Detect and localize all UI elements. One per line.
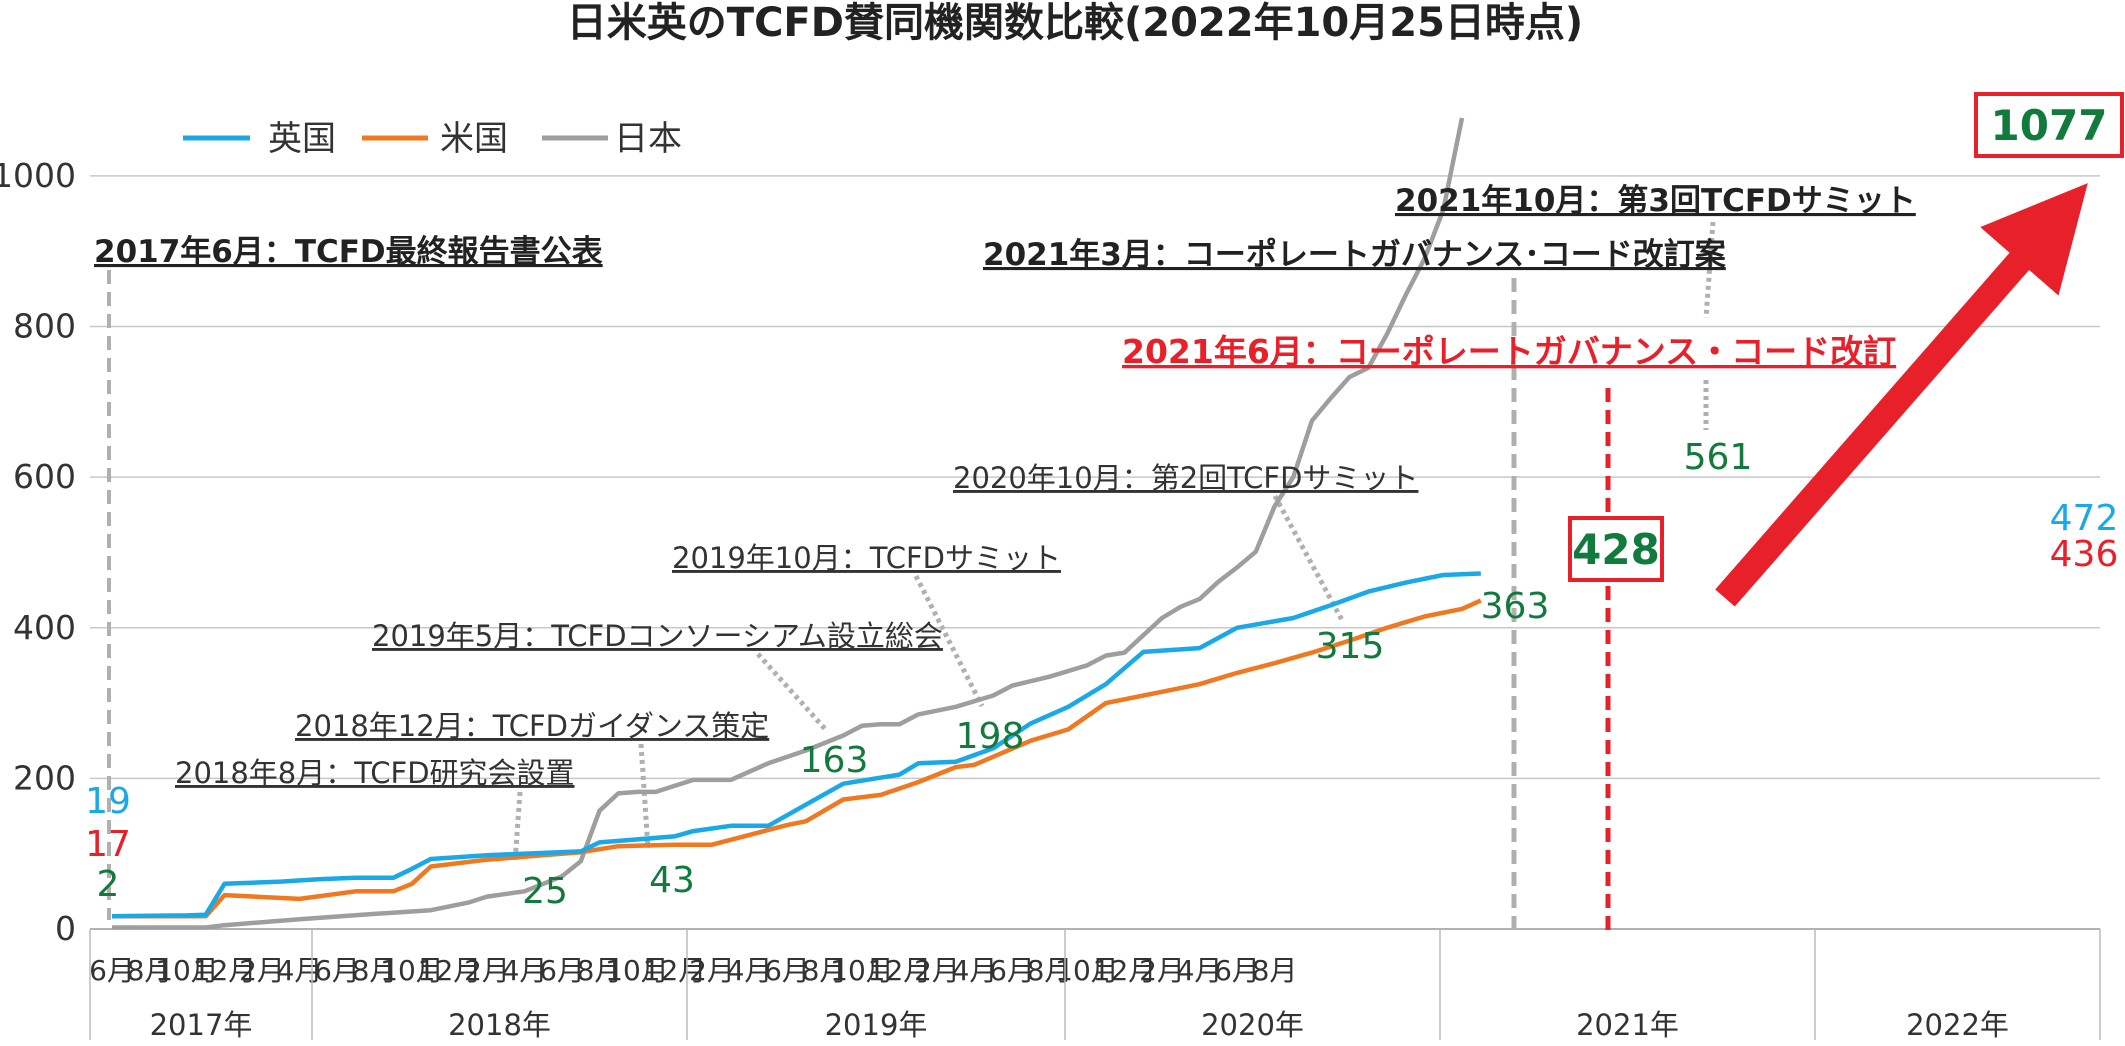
callout-1077: 1077 bbox=[1991, 101, 2108, 150]
y-tick-label: 200 bbox=[13, 758, 76, 797]
data-label: 43 bbox=[649, 860, 695, 901]
chart-title: 日米英のTCFD賛同機関数比較(2022年10月25日時点) bbox=[567, 0, 1583, 46]
callout-box-428 bbox=[1568, 516, 1664, 582]
x-tick-label: 6月 bbox=[764, 954, 810, 987]
x-tick-label: 12月 bbox=[418, 954, 482, 987]
gridlines bbox=[90, 175, 2100, 930]
annotation-leader-line bbox=[756, 652, 828, 732]
x-tick-label: 4月 bbox=[952, 954, 998, 987]
annotation-2017-6: 2017年6月：TCFD最終報告書公表 bbox=[94, 234, 603, 270]
x-tick-label: 2月 bbox=[239, 954, 285, 987]
annotation-leader-line bbox=[913, 574, 985, 708]
x-tick-label: 4月 bbox=[727, 954, 773, 987]
annotation-2019-10: 2019年10月：TCFDサミット bbox=[672, 541, 1061, 575]
x-tick-label: 2月 bbox=[1139, 954, 1185, 987]
annotation-leader-line bbox=[638, 743, 651, 849]
y-tick-label: 600 bbox=[13, 457, 76, 496]
x-tick-label: 8月 bbox=[127, 954, 173, 987]
x-tick-label: 8月 bbox=[1252, 954, 1298, 987]
x-axis: 6月8月10月12月2月4月6月8月10月12月2月4月6月8月10月12月2月… bbox=[89, 929, 2101, 1042]
annotation-leader-lines bbox=[107, 221, 1716, 935]
data-label: 436 bbox=[2050, 534, 2119, 575]
data-label: 198 bbox=[956, 716, 1025, 757]
callout-box-1077 bbox=[1974, 92, 2124, 158]
data-label: 315 bbox=[1316, 626, 1385, 667]
y-tick-label: 1000 bbox=[0, 156, 76, 195]
y-tick-label: 400 bbox=[13, 608, 76, 647]
x-tick-label: 4月 bbox=[502, 954, 548, 987]
data-label: 19 bbox=[85, 781, 131, 822]
annotation-2021-10: 2021年10月：第3回TCFDサミット bbox=[1395, 183, 1916, 219]
x-tick-label: 8月 bbox=[577, 954, 623, 987]
legend-label-japan: 日本 bbox=[614, 119, 682, 159]
x-tick-label: 4月 bbox=[277, 954, 323, 987]
series-line-us bbox=[112, 598, 1482, 919]
x-tick-label: 10月 bbox=[605, 954, 669, 987]
y-axis-ticks: 0 200 400 600 800 1000 bbox=[0, 156, 76, 948]
series-lines bbox=[111, 117, 1482, 930]
x-tick-label: 6月 bbox=[1214, 954, 1260, 987]
data-label: 163 bbox=[800, 740, 869, 781]
legend: 英国 米国 日本 bbox=[183, 119, 682, 159]
year-label: 2022年 bbox=[1906, 1008, 2009, 1042]
y-tick-label: 800 bbox=[13, 307, 76, 346]
year-label: 2021年 bbox=[1576, 1008, 1679, 1042]
x-tick-label: 10月 bbox=[380, 954, 444, 987]
x-tick-label: 10月 bbox=[155, 954, 219, 987]
year-label: 2017年 bbox=[150, 1008, 253, 1042]
data-label: 2 bbox=[97, 864, 120, 905]
x-tick-label: 12月 bbox=[643, 954, 707, 987]
annotation-2020-10: 2020年10月：第2回TCFDサミット bbox=[953, 461, 1418, 495]
growth-arrow bbox=[1715, 183, 2088, 607]
x-tick-label: 6月 bbox=[89, 954, 135, 987]
x-tick-label: 6月 bbox=[989, 954, 1035, 987]
data-label: 25 bbox=[522, 871, 568, 912]
x-tick-label: 2月 bbox=[914, 954, 960, 987]
x-tick-label: 8月 bbox=[352, 954, 398, 987]
x-tick-label: 8月 bbox=[802, 954, 848, 987]
year-label: 2019年 bbox=[825, 1008, 928, 1042]
annotation-2018-12: 2018年12月：TCFDガイダンス策定 bbox=[295, 709, 769, 743]
annotation-2021-6: 2021年6月：コーポレートガバナンス・コード改訂 bbox=[1122, 332, 1896, 371]
data-label: 17 bbox=[85, 824, 131, 865]
callout-428: 428 bbox=[1572, 525, 1660, 574]
annotation-leader-line bbox=[1703, 221, 1716, 319]
year-label: 2018年 bbox=[448, 1008, 551, 1042]
x-tick-label: 4月 bbox=[1177, 954, 1223, 987]
x-tick-label: 10月 bbox=[1055, 954, 1119, 987]
y-tick-label: 0 bbox=[55, 909, 76, 948]
x-tick-label: 10月 bbox=[830, 954, 894, 987]
legend-label-uk: 英国 bbox=[268, 119, 336, 159]
annotation-leader-line bbox=[512, 791, 523, 863]
x-tick-label: 12月 bbox=[1093, 954, 1157, 987]
annotation-2018-8: 2018年8月：TCFD研究会設置 bbox=[175, 756, 575, 790]
x-tick-label: 2月 bbox=[464, 954, 510, 987]
x-tick-label: 6月 bbox=[314, 954, 360, 987]
series-line-uk bbox=[111, 571, 1481, 919]
legend-label-us: 米国 bbox=[440, 119, 508, 159]
x-tick-label: 6月 bbox=[539, 954, 585, 987]
x-tick-label: 2月 bbox=[689, 954, 735, 987]
x-tick-label: 12月 bbox=[193, 954, 257, 987]
data-label: 472 bbox=[2050, 498, 2119, 539]
year-label: 2020年 bbox=[1201, 1008, 1304, 1042]
annotation-2021-3: 2021年3月：コーポレートガバナンス･コード改訂案 bbox=[983, 237, 1727, 273]
x-tick-label: 12月 bbox=[868, 954, 932, 987]
data-label: 561 bbox=[1684, 437, 1753, 478]
annotation-2019-5: 2019年5月：TCFDコンソーシアム設立総会 bbox=[372, 619, 943, 653]
series-line-japan bbox=[112, 117, 1465, 930]
data-label: 363 bbox=[1481, 586, 1550, 627]
